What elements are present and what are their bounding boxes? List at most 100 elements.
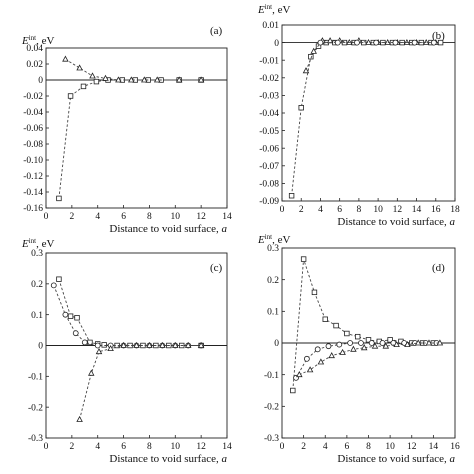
x-tick-label: 12 <box>407 442 417 452</box>
data-point-circle <box>336 341 343 348</box>
data-point-circle <box>373 39 380 46</box>
data-point-triangle <box>350 345 357 352</box>
x-axis-title-text: Distance to void surface, <box>337 453 449 465</box>
data-point-circle <box>317 39 324 46</box>
panel-label: (c) <box>210 262 223 274</box>
data-point-square <box>56 276 62 282</box>
series-line-square <box>292 258 434 391</box>
data-point-triangle <box>62 55 69 62</box>
y-tick-label: 0 <box>38 76 43 86</box>
data-point-triangle <box>302 67 310 74</box>
chart-panel-c: 0 2 4 6 8 10 12 14 0.3 0.2 0.1 0 -0.1 -0.2 -0.3 Eint, e… <box>21 237 232 465</box>
data-point-triangle <box>153 76 161 83</box>
data-point-square <box>308 53 314 60</box>
y-tick-label: -0.04 <box>23 108 43 118</box>
data-point-square <box>311 289 318 296</box>
series-line-square <box>291 42 441 196</box>
y-tick-label: -0.05 <box>259 127 279 137</box>
y-tick-label: -0.12 <box>23 172 43 182</box>
x-tick-label: 6 <box>345 442 350 452</box>
data-point-triangle <box>76 415 83 422</box>
y-axis-title: Eint, eV <box>257 233 291 246</box>
data-point-triangle <box>382 342 390 349</box>
y-tick-label: 0.2 <box>31 280 43 290</box>
data-point-triangle <box>371 342 379 349</box>
data-point-square <box>333 322 339 329</box>
data-point-square <box>101 342 107 348</box>
data-point-triangle <box>328 352 335 359</box>
data-point-square <box>67 313 74 319</box>
data-point-triangle <box>317 358 325 365</box>
y-tick-label: -0.3 <box>264 434 279 444</box>
data-point-square <box>80 83 87 90</box>
x-tick-label: 8 <box>357 205 362 215</box>
x-tick-label: 2 <box>299 205 304 215</box>
data-point-circle <box>94 342 101 349</box>
plot-frame <box>281 24 456 202</box>
series-line-triangle <box>305 40 436 71</box>
y-tick-label: -0.06 <box>259 144 279 154</box>
x-tick-label: 14 <box>412 205 422 215</box>
y-tick-label: -0.02 <box>259 74 279 84</box>
data-point-circle <box>368 340 375 346</box>
x-tick-label: 10 <box>385 442 395 452</box>
data-point-triangle <box>128 76 135 83</box>
x-tick-label: 10 <box>171 442 181 452</box>
data-point-circle <box>314 346 321 353</box>
chart-panel-b: 0 2 4 6 8 10 12 14 16 18 0.01 0 -0.01 -0.02 -0.03 -0.04… <box>257 3 460 228</box>
data-point-square <box>365 337 372 343</box>
series-line-triangle <box>79 345 202 420</box>
y-tick-label: -0.08 <box>259 180 279 190</box>
data-point-triangle <box>88 369 95 376</box>
y-tick-label: -0.10 <box>23 156 43 166</box>
y-tick-label: -0.07 <box>259 162 279 172</box>
x-tick-label: 4 <box>323 442 328 452</box>
y-tick-label: -0.09 <box>259 197 279 207</box>
y-tick-label: -0.03 <box>259 92 279 102</box>
x-tick-label: 14 <box>222 442 232 452</box>
data-point-circle <box>347 340 354 346</box>
y-axis-title-superscript: int <box>29 34 36 42</box>
y-tick-label: 0.01 <box>262 21 279 31</box>
data-point-triangle <box>404 340 411 348</box>
y-tick-label: -0.1 <box>264 371 279 381</box>
x-tick-label: 10 <box>373 205 383 215</box>
x-axis-title: Distance to void surface, a <box>337 216 455 228</box>
x-tick-label: 0 <box>280 205 285 215</box>
data-point-circle <box>334 39 341 46</box>
data-point-square <box>354 333 361 340</box>
y-axis-title-symbol: E <box>257 4 265 16</box>
y-tick-label: 0.3 <box>267 244 279 254</box>
data-point-circle <box>50 282 57 289</box>
data-point-circle <box>358 340 364 346</box>
data-point-square <box>300 256 307 262</box>
y-axis-title-symbol: E <box>257 234 265 246</box>
x-axis-title-variable: a <box>450 453 456 465</box>
x-tick-label: 2 <box>69 442 74 452</box>
x-tick-label: 8 <box>147 212 152 222</box>
x-tick-label: 16 <box>431 205 441 215</box>
data-point-square <box>437 39 444 46</box>
x-tick-label: 0 <box>280 442 285 452</box>
chart-panel-a: 0 2 4 6 8 10 12 14 0.04 0.02 0 -0.02 -0.04 -0.06 -0.08… <box>21 25 232 235</box>
data-point-square <box>387 337 393 343</box>
data-point-circle <box>303 355 310 362</box>
data-point-triangle <box>393 340 400 348</box>
x-tick-label: 8 <box>147 442 152 452</box>
y-tick-label: -0.2 <box>28 403 43 413</box>
y-axis-title-symbol: E <box>21 238 29 250</box>
x-tick-label: 6 <box>121 442 126 452</box>
chart-panel-d: 0 2 4 6 8 10 12 14 16 0.3 0.2 0.1 0 -0.1 -0.2 -0.3 Eint,… <box>257 233 460 465</box>
data-point-circle <box>81 339 88 346</box>
x-axis-title-variable: a <box>450 216 456 228</box>
y-axis-title: Eint, eV <box>21 34 55 47</box>
x-axis-title-text: Distance to void surface, <box>109 223 221 235</box>
data-point-triangle <box>107 344 114 352</box>
data-point-triangle <box>89 72 96 79</box>
x-tick-label: 2 <box>69 212 74 222</box>
panel-label: (d) <box>432 262 445 274</box>
series-line-triangle <box>65 58 202 81</box>
data-point-triangle <box>141 76 148 83</box>
y-axis-title-unit: , eV <box>36 35 54 47</box>
